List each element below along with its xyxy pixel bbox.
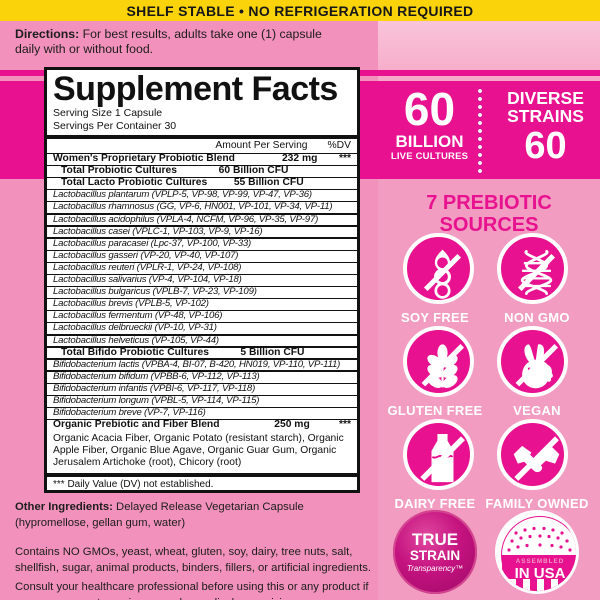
svg-text:ASSEMBLED: ASSEMBLED (516, 558, 565, 565)
